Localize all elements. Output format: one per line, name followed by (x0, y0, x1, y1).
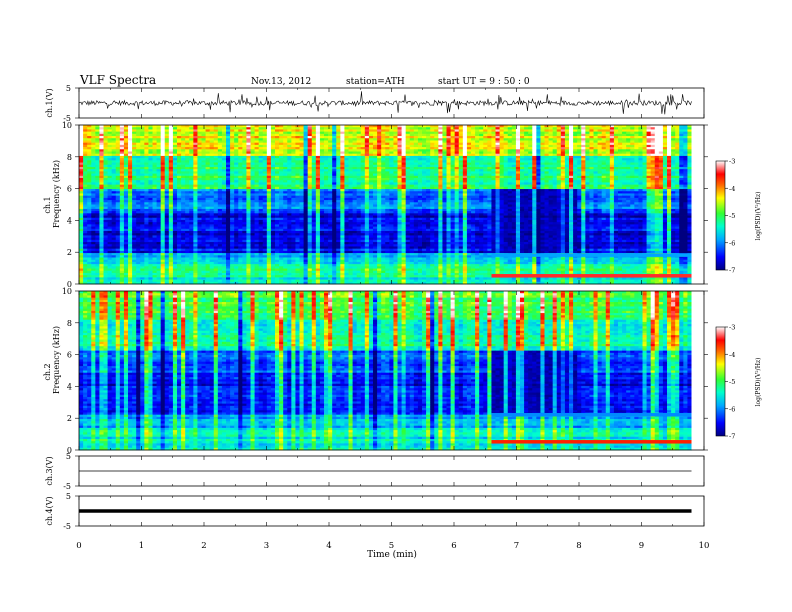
start-time-label: start UT = 9 : 50 : 0 (438, 77, 530, 87)
figure-title: VLF Spectra (79, 73, 156, 87)
date-label: Nov.13, 2012 (251, 77, 311, 87)
ch1-spectrogram-image (79, 125, 704, 284)
ch1-waveform-ylabel: ch.1(V) (45, 88, 54, 117)
station-label: station=ATH (346, 77, 405, 87)
ch1-waveform-panel: 5 -5 ch.1(V) (45, 84, 704, 123)
ch1-ytick-top: 5 (66, 84, 71, 93)
ch1-waveform-trace (79, 91, 692, 114)
